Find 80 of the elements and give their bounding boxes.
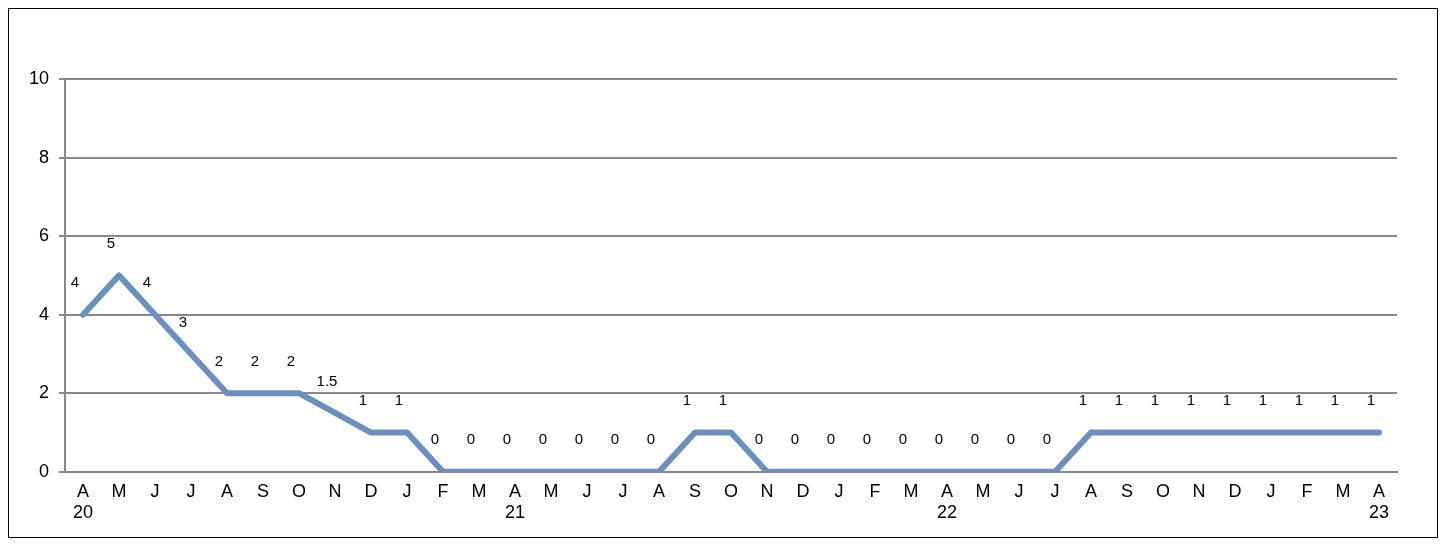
x-tick-label: F <box>437 480 449 501</box>
x-tick-label: S <box>257 480 270 501</box>
x-tick-label: J <box>1050 480 1060 501</box>
y-tick-label: 0 <box>39 460 50 481</box>
x-tick-label: O <box>1156 480 1171 501</box>
data-label: 0 <box>610 430 620 448</box>
x-tick-label: M <box>975 480 991 501</box>
data-label: 0 <box>934 430 944 448</box>
data-label: 1 <box>1330 391 1340 409</box>
data-label: 0 <box>862 430 872 448</box>
x-tick-label: S <box>1121 480 1134 501</box>
data-label: 0 <box>646 430 656 448</box>
y-tick-label: 6 <box>39 225 50 246</box>
data-label: 1 <box>358 391 368 409</box>
x-tick-label: A 21 <box>505 480 526 523</box>
data-label: 0 <box>538 430 548 448</box>
y-tick-label: 10 <box>28 67 50 88</box>
data-label: 1 <box>1294 391 1304 409</box>
x-tick-label: A 23 <box>1368 480 1390 523</box>
x-tick-label: F <box>869 480 881 501</box>
x-tick-label: D <box>796 480 810 501</box>
data-label: 1 <box>1258 391 1268 409</box>
data-label: 0 <box>826 430 836 448</box>
x-tick-label: J <box>618 480 628 501</box>
x-tick-label: N <box>760 480 774 501</box>
x-tick-label: J <box>186 480 196 501</box>
data-label: 0 <box>430 430 440 448</box>
x-tick-label: A <box>653 480 666 501</box>
x-tick-label: J <box>150 480 160 501</box>
x-tick-label: M <box>543 480 559 501</box>
x-tick-label: O <box>724 480 739 501</box>
data-label: 0 <box>466 430 476 448</box>
y-tick-label: 4 <box>39 303 50 324</box>
data-label: 0 <box>754 430 764 448</box>
x-tick-label: M <box>471 480 487 501</box>
data-label: 0 <box>1042 430 1052 448</box>
data-label: 1 <box>1078 391 1088 409</box>
data-label: 0 <box>1006 430 1016 448</box>
x-tick-label: J <box>402 480 412 501</box>
data-label: 3 <box>178 312 188 330</box>
x-tick-label: J <box>1266 480 1276 501</box>
data-label: 0 <box>574 430 584 448</box>
x-tick-label: N <box>1192 480 1206 501</box>
data-label: 4 <box>142 273 152 291</box>
data-label: 1 <box>1186 391 1196 409</box>
data-label: 2 <box>214 351 224 369</box>
data-label: 2 <box>286 351 296 369</box>
x-tick-label: D <box>1228 480 1242 501</box>
data-label: 1 <box>1114 391 1124 409</box>
data-label: 0 <box>790 430 800 448</box>
x-tick-label: O <box>292 480 307 501</box>
x-tick-label: A <box>1085 480 1098 501</box>
x-tick-label: A 22 <box>936 480 958 523</box>
x-tick-label: J <box>1014 480 1024 501</box>
data-label: 1 <box>1366 391 1376 409</box>
y-tick-label: 2 <box>39 382 50 403</box>
x-tick-label: S <box>689 480 702 501</box>
data-label: 1.5 <box>316 371 338 389</box>
data-label: 4 <box>70 273 80 291</box>
x-tick-label: M <box>111 480 127 501</box>
data-label: 0 <box>970 430 980 448</box>
data-label: 2 <box>250 351 260 369</box>
x-tick-label: J <box>834 480 844 501</box>
x-tick-label: D <box>364 480 378 501</box>
data-label: 1 <box>682 391 692 409</box>
x-tick-label: F <box>1301 480 1313 501</box>
data-label: 1 <box>1222 391 1232 409</box>
y-tick-label: 8 <box>39 146 50 167</box>
data-label: 1 <box>394 391 404 409</box>
x-tick-label: M <box>1335 480 1351 501</box>
x-tick-label: J <box>582 480 592 501</box>
data-label: 0 <box>898 430 908 448</box>
data-label: 1 <box>1150 391 1160 409</box>
x-tick-label: M <box>903 480 919 501</box>
data-label: 5 <box>106 234 116 252</box>
data-label: 0 <box>502 430 512 448</box>
x-tick-label: A 20 <box>73 480 94 523</box>
x-tick-label: A <box>221 480 234 501</box>
x-tick-label: N <box>328 480 342 501</box>
data-label: 1 <box>718 391 728 409</box>
